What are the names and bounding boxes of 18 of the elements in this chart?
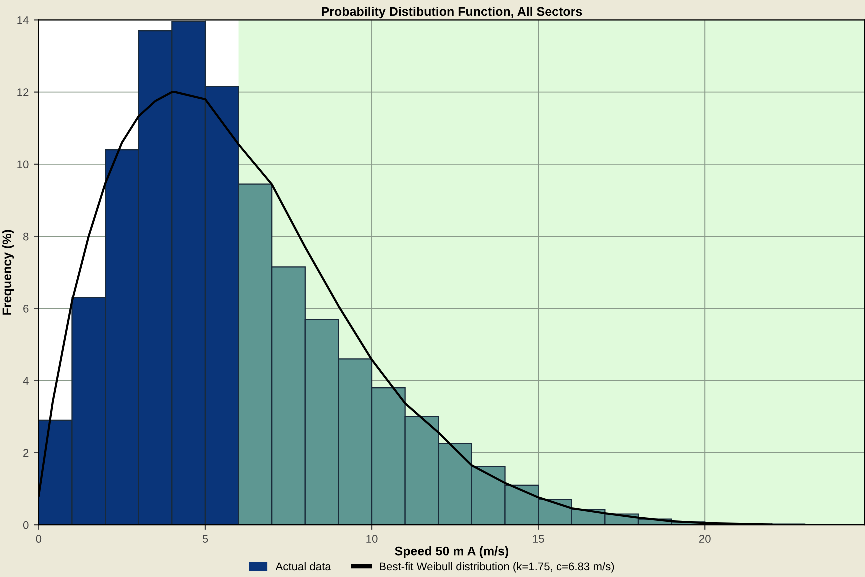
y-tick-label: 0 <box>23 521 29 530</box>
x-tick-label: 15 <box>533 535 544 543</box>
chart-title: Probability Distibution Function, All Sectors <box>322 6 582 19</box>
y-tick-label: 4 <box>23 377 29 385</box>
y-axis-title: Frequency (%) <box>2 230 14 315</box>
y-tick-label: 8 <box>24 232 29 241</box>
x-tick-label: 10 <box>366 535 378 543</box>
x-tick-label: 20 <box>699 535 711 543</box>
y-tick-label: 12 <box>18 88 29 96</box>
legend-label: Best-fit Weibull distribution (k=1.75, c=6.83 m/s) <box>380 562 614 573</box>
x-axis-title: Speed 50 m A (m/s) <box>395 546 509 558</box>
y-tick-label: 6 <box>24 304 29 313</box>
x-tick-label: 0 <box>36 535 42 543</box>
x-tick-label: 5 <box>202 535 208 543</box>
legend-label: Actual data <box>276 562 332 571</box>
y-tick-label: 2 <box>24 449 29 457</box>
y-tick-label: 14 <box>18 16 29 24</box>
y-tick-label: 10 <box>18 160 29 169</box>
